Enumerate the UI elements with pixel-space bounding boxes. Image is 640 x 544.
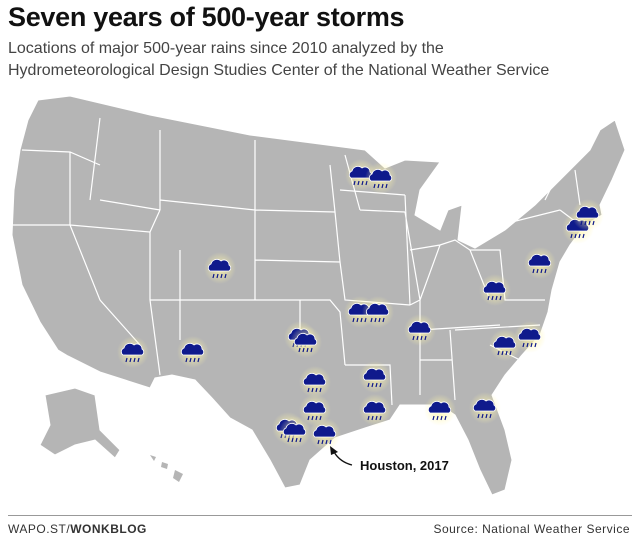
storm-icon [203,251,237,285]
annotation-arrow [333,451,353,466]
storm-icon [468,391,502,425]
storm-icon [358,393,392,427]
subtitle-line: Locations of major 500-year rains since … [8,40,444,57]
storm-icon [513,320,547,354]
storm-icon [478,273,512,307]
storm-icon [423,393,457,427]
storm-icon [364,161,398,195]
credit-blog: WONKBLOG [70,522,147,536]
storm-icon [358,360,392,394]
storm-icon [176,335,210,369]
annotation-arrowhead [330,446,338,455]
source: Source: National Weather Service [433,522,630,536]
storm-icon [523,246,557,280]
title: Seven years of 500-year storms [8,2,405,32]
hawaii [150,455,183,482]
storm-icon [289,325,323,359]
credit: WAPO.ST/WONKBLOG [8,522,147,536]
annotation: Houston, 2017 [360,458,449,473]
storm-icon [278,415,312,449]
storm-icon [361,295,395,329]
storm-icon [116,335,150,369]
footer-rule [8,515,632,516]
credit-site: WAPO.ST/ [8,522,71,536]
us-outline [11,95,626,496]
subtitle-line: Hydrometeorological Design Studies Cente… [8,62,550,79]
storm-icon [298,365,332,399]
storm-icon [308,417,342,451]
storm-icon [571,198,605,232]
storm-icon [403,313,437,347]
alaska [39,387,121,459]
